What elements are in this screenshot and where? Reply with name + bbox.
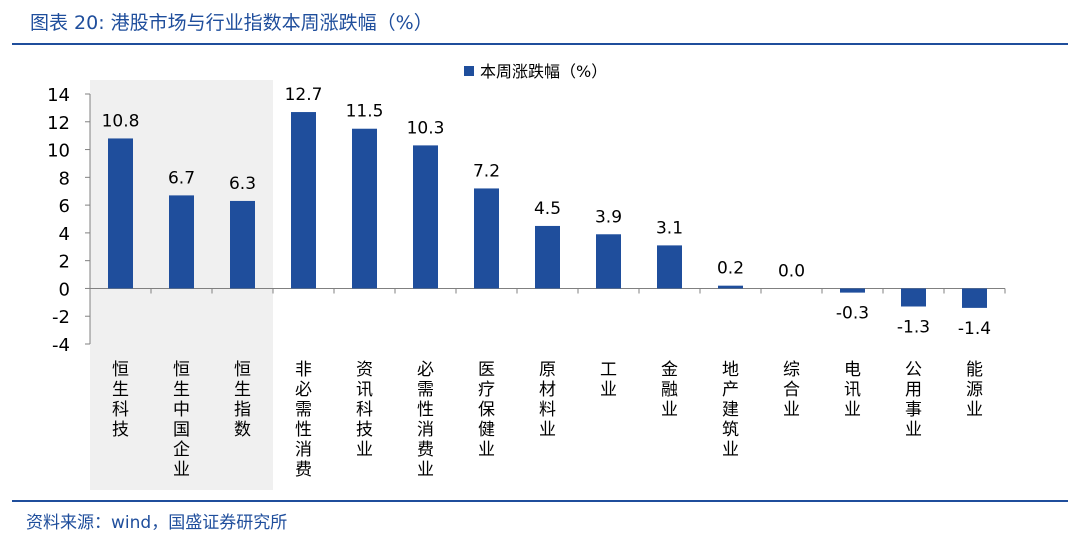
bar	[596, 234, 621, 289]
category-label: 工业	[600, 360, 617, 400]
data-label: 12.7	[285, 85, 323, 105]
category-label: 恒生科技	[112, 360, 129, 440]
bar	[474, 188, 499, 289]
source-note: 资料来源：wind，国盛证券研究所	[26, 513, 288, 533]
category-label: 资讯科技业	[356, 360, 373, 460]
y-tick-label: 0	[59, 279, 70, 300]
y-tick-label: 14	[47, 85, 70, 106]
data-label: 4.5	[534, 199, 561, 219]
legend-swatch	[464, 66, 474, 76]
data-label: 7.2	[473, 161, 500, 181]
y-tick-label: 2	[59, 252, 70, 273]
category-label: 非必需性消费	[295, 360, 312, 480]
bars	[108, 112, 987, 308]
data-label: -1.4	[958, 319, 991, 339]
data-label: 3.9	[595, 207, 622, 227]
figure-title: 图表 20: 港股市场与行业指数本周涨跌幅（%）	[30, 12, 433, 34]
y-tick-label: 6	[59, 196, 70, 217]
bar	[535, 225, 560, 289]
y-tick-label: 4	[59, 224, 70, 245]
category-label: 综合业	[783, 360, 800, 420]
data-label: 11.5	[346, 102, 384, 122]
bar	[169, 195, 194, 289]
category-label: 地产建筑业	[722, 360, 739, 460]
bar	[352, 128, 377, 289]
bar	[840, 288, 865, 293]
data-label: 3.1	[656, 218, 683, 238]
top-rule	[12, 43, 1068, 45]
y-tick-label: 8	[59, 168, 70, 189]
x-axis-ticks	[89, 288, 1006, 294]
bar	[108, 138, 133, 289]
category-label: 原材料业	[539, 360, 556, 440]
category-label: 金融业	[661, 360, 678, 420]
data-label: 6.7	[168, 168, 195, 188]
legend-label: 本周涨跌幅（%）	[480, 62, 607, 81]
category-label: 必需性消费业	[417, 360, 434, 480]
y-tick-label: 12	[47, 113, 70, 134]
category-labels: 恒生科技 恒生中国企业 恒生指数 非必需性消费 资讯科技业 必需性消费业 医疗保健业 原材料业…	[112, 360, 983, 480]
bottom-rule	[12, 500, 1068, 502]
data-label: 10.8	[102, 111, 140, 131]
y-axis-ticks: 14 12 10 8 6 4 2 0 -2 -4	[47, 85, 90, 356]
y-tick-label: 10	[47, 141, 70, 162]
data-label: 0.2	[717, 259, 744, 279]
data-labels: 10.8 6.7 6.3 12.7 11.5 10.3 7.2 4.5 3.9 3.1 0.2 0.0…	[102, 85, 992, 339]
category-label: 公用事业	[905, 360, 922, 440]
data-label: 6.3	[229, 174, 256, 194]
y-tick-label: -4	[52, 335, 70, 356]
bar	[962, 288, 987, 308]
bar	[413, 145, 438, 289]
data-label: -1.3	[897, 318, 930, 338]
bar	[230, 200, 255, 289]
category-label: 电讯业	[844, 360, 861, 420]
legend: 本周涨跌幅（%）	[464, 62, 607, 81]
category-label: 能源业	[966, 360, 983, 420]
data-label: 0.0	[778, 261, 805, 281]
bar	[901, 288, 926, 307]
category-label: 医疗保健业	[478, 360, 495, 460]
bar	[718, 285, 743, 289]
data-label: 10.3	[407, 118, 445, 138]
category-label: 恒生中国企业	[173, 360, 190, 480]
bar	[291, 112, 316, 289]
data-label: -0.3	[836, 304, 869, 324]
category-label: 恒生指数	[234, 360, 251, 440]
bar	[657, 245, 682, 289]
y-tick-label: -2	[52, 307, 70, 328]
